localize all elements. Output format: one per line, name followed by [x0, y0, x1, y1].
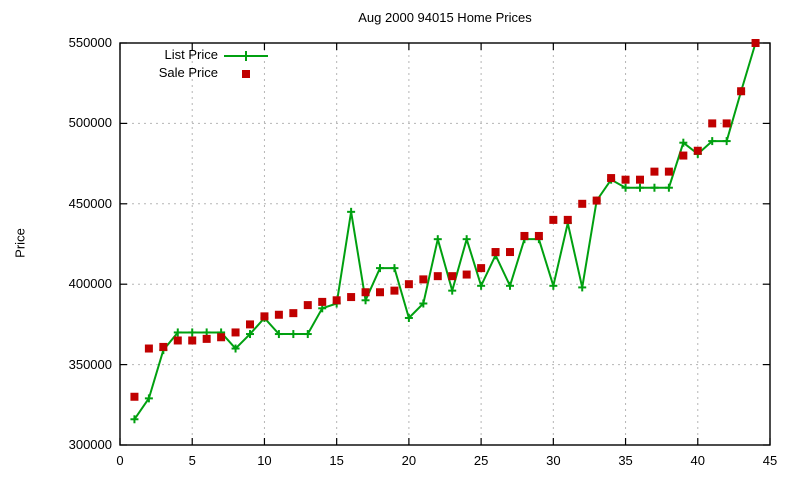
x-tick-label: 5: [188, 453, 196, 468]
y-tick-label: 350000: [68, 356, 112, 372]
sale-price-marker: [520, 231, 529, 240]
sale-price-marker: [737, 87, 746, 96]
sale-price-marker: [607, 174, 616, 183]
x-tick-label: 20: [401, 453, 417, 468]
sale-price-marker: [404, 280, 413, 289]
sale-price-marker: [246, 320, 254, 329]
legend-sale-price-label: Sale Price: [158, 65, 218, 80]
sale-price-marker: [347, 293, 356, 302]
sale-price-marker: [188, 336, 197, 345]
sale-price-marker: [636, 175, 644, 184]
sale-price-marker: [621, 175, 630, 184]
y-tick-label: 450000: [68, 195, 112, 211]
sale-price-marker: [217, 333, 226, 342]
legend-list-price-label: List Price: [164, 47, 218, 62]
x-tick-label: 0: [116, 453, 124, 468]
sale-price-marker: [130, 392, 139, 401]
sale-price-marker: [274, 310, 283, 319]
sale-price-marker: [448, 272, 457, 281]
x-tick-label: 10: [257, 453, 272, 468]
sale-price-marker: [650, 167, 659, 176]
x-tick-label: 35: [618, 453, 633, 468]
sale-price-marker: [231, 328, 240, 337]
sale-price-marker: [751, 39, 760, 47]
sale-price-marker: [708, 119, 717, 128]
y-tick-label: 500000: [68, 115, 112, 131]
plot-border: [119, 42, 771, 446]
sale-price-marker: [664, 167, 673, 176]
y-tick-label: 300000: [68, 437, 112, 452]
legend-sale-price-sample: [242, 70, 250, 78]
list-price-line: [133, 42, 757, 420]
chart-title: Aug 2000 94015 Home Prices: [358, 10, 532, 25]
x-tick-label: 15: [329, 453, 344, 468]
sale-price-marker: [159, 342, 168, 351]
sale-price-marker: [578, 199, 587, 208]
sale-price-marker: [679, 151, 688, 160]
sale-price-marker: [361, 288, 370, 297]
sale-price-marker: [390, 286, 399, 295]
sale-price-marker: [144, 344, 153, 353]
sale-price-marker: [419, 275, 428, 284]
sale-price-marker: [173, 336, 182, 345]
sale-price-marker: [318, 297, 327, 306]
x-tick-label: 25: [473, 453, 489, 468]
sale-price-marker: [462, 270, 471, 279]
x-tick-label: 45: [762, 453, 778, 468]
sale-price-marker: [260, 312, 269, 321]
y-axis-label: Price: [12, 228, 28, 258]
sale-price-marker: [722, 119, 731, 128]
sale-price-marker: [289, 309, 298, 318]
sale-price-marker: [592, 196, 601, 205]
x-tick-label: 30: [546, 453, 561, 468]
sale-price-marker: [332, 296, 341, 305]
sale-price-marker: [563, 215, 572, 224]
y-tick-label: 400000: [68, 276, 112, 292]
sale-price-marker: [477, 264, 486, 273]
sale-price-marker: [433, 272, 442, 281]
x-tick-label: 40: [690, 453, 705, 468]
sale-price-marker: [202, 334, 211, 343]
sale-price-marker: [693, 146, 702, 155]
sale-price-marker: [376, 288, 384, 297]
sale-price-marker: [534, 231, 543, 240]
sale-price-marker: [549, 215, 558, 224]
sale-price-marker: [506, 248, 514, 257]
sale-price-marker: [491, 248, 500, 257]
y-tick-label: 550000: [68, 35, 112, 50]
sale-price-marker: [303, 301, 312, 310]
